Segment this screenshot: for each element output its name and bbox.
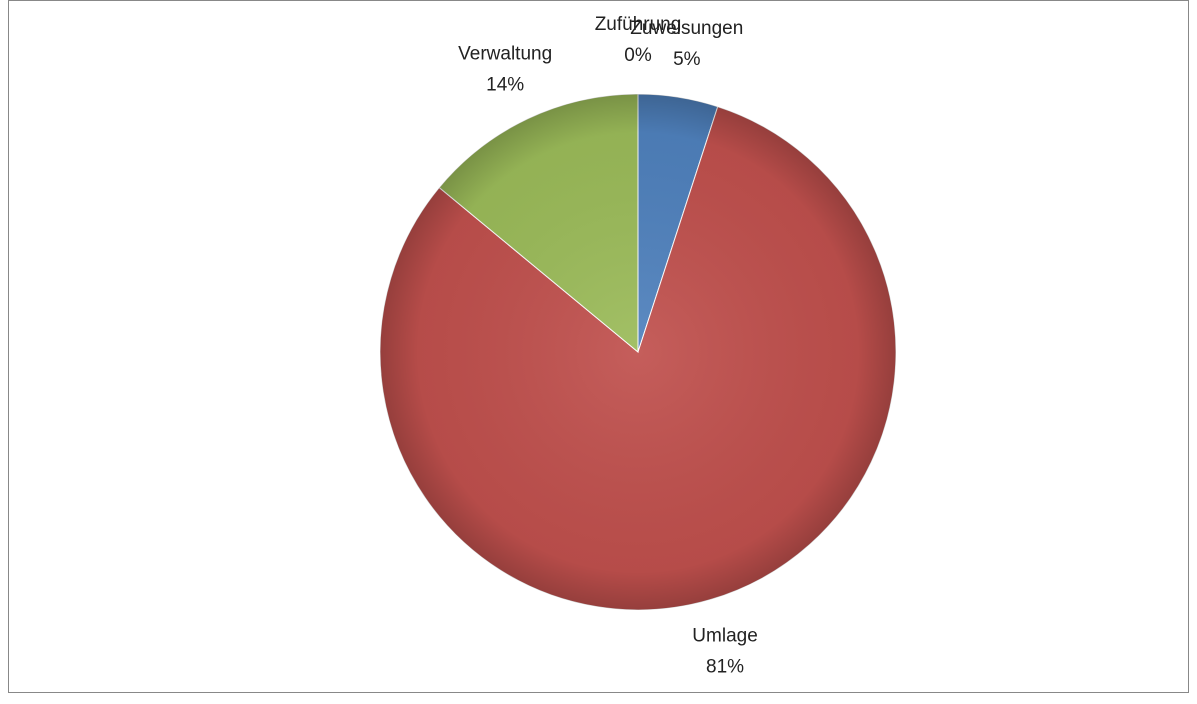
slice-label: Zuweisungen: [630, 18, 743, 39]
slice-label: Umlage: [692, 626, 757, 647]
slice-value-label: 0%: [624, 45, 652, 66]
slice-value-label: 14%: [486, 75, 524, 96]
slice-label: Zuführung: [595, 14, 682, 35]
slice-value-label: 5%: [673, 49, 701, 70]
slice-value-label: 81%: [706, 657, 744, 678]
slice-label: Verwaltung: [458, 44, 552, 65]
